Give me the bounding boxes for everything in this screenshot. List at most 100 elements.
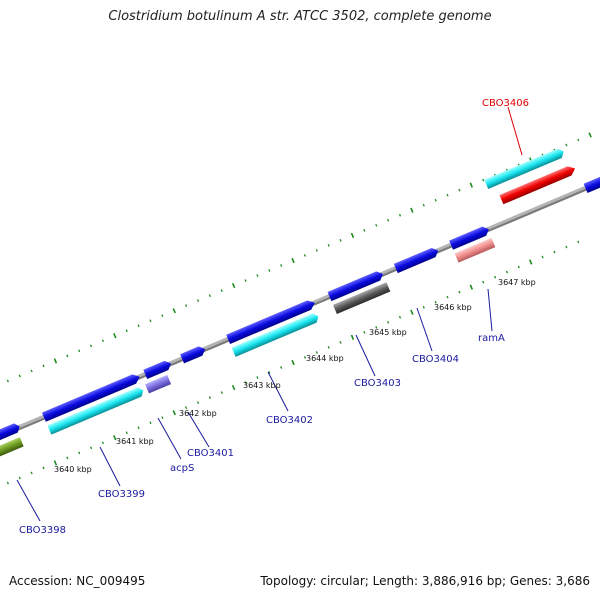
inner-tick-mark [18,476,21,480]
inner-tick-mark [577,240,580,244]
inner-tick-mark [482,280,485,284]
inner-tick-mark [363,330,366,334]
inner-tick-mark [101,441,105,445]
outer-tick-mark [231,282,236,289]
cds-pink-block[interactable] [454,237,496,263]
outer-tick-mark [220,289,223,292]
tick-label-3643: 3643 kbp [243,381,281,390]
inner-tick-mark [434,300,437,304]
gene-label-cbo3403[interactable]: CBO3403 [354,378,401,389]
outer-tick-mark [588,132,592,138]
cds-gray-block[interactable] [332,282,391,315]
outer-tick-mark [565,143,568,147]
cds-cbo3404-block[interactable] [393,246,440,274]
gene-label-cbo3401[interactable]: CBO3401 [187,448,234,459]
outer-tick-mark [398,213,402,217]
inner-tick-mark [53,460,58,466]
inner-tick-mark [387,320,390,324]
inner-tick-mark [78,451,81,455]
cds-cbo3406-block[interactable] [499,164,577,205]
gene-label-cbo3399[interactable]: CBO3399 [98,489,145,500]
tick-label-3647: 3647 kbp [498,278,536,287]
outer-tick-mark [89,344,93,348]
outer-tick-mark [446,193,449,197]
outer-tick-mark [458,188,461,192]
outer-tick-mark [6,379,9,383]
tick-label-3641: 3641 kbp [116,437,154,446]
outer-tick-mark [410,207,414,213]
outer-tick-mark [327,244,330,247]
outer-tick-mark [268,269,271,272]
inner-tick-mark [422,305,425,309]
tick-label-3645: 3645 kbp [369,328,407,337]
inner-tick-mark [6,481,9,485]
inner-tick-ring [6,240,580,485]
cds-right-edge-block[interactable] [583,170,600,193]
cds-cyan-block-1[interactable] [47,386,145,435]
cds-acps-block[interactable] [143,359,173,379]
inner-tick-mark [256,376,259,379]
inner-tick-mark [339,341,342,344]
gene-label-rama[interactable]: ramA [478,333,505,344]
cds-cbo3403-block[interactable] [327,269,385,302]
cds-purple-block[interactable] [145,374,172,394]
inner-tick-mark [231,384,236,391]
inner-tick-mark [113,435,117,441]
inner-tick-mark [280,366,283,369]
genome-summary-text: Topology: circular; Length: 3,886,916 bp… [260,574,590,588]
inner-tick-mark [327,346,330,349]
outer-tick-mark [208,294,211,297]
outer-tick-mark [482,178,485,182]
outer-tick-mark [113,333,117,339]
gene-label-cbo3398[interactable]: CBO3398 [19,525,66,536]
inner-tick-mark [469,284,474,290]
inner-tick-mark [66,456,69,460]
inner-tick-mark [185,406,188,410]
inner-tick-mark [553,250,556,254]
outer-tick-mark [196,299,200,302]
gene-label-cbo3402[interactable]: CBO3402 [266,415,313,426]
outer-tick-mark [42,364,45,368]
inner-tick-mark [244,381,247,384]
inner-tick-mark [375,325,378,329]
inner-tick-mark [446,295,449,299]
accession-text: Accession: NC_009495 [9,574,146,588]
outer-tick-mark [422,203,425,207]
tick-label-3646: 3646 kbp [434,303,472,312]
inner-tick-mark [137,426,140,430]
label-leader-lines [16,106,523,522]
cds-cbo3406-cyan-block[interactable] [484,147,565,189]
cds-cbo3402-block[interactable] [226,298,316,344]
outer-tick-mark [78,349,81,353]
inner-tick-mark [517,265,520,269]
outer-tick-mark [18,374,21,378]
cds-rama-block[interactable] [449,225,491,250]
gene-label-cbo3406[interactable]: CBO3406 [482,98,529,109]
outer-tick-mark [149,319,152,323]
inner-tick-mark [529,259,533,265]
tick-label-3644: 3644 kbp [306,354,344,363]
inner-tick-mark [398,315,402,319]
outer-tick-mark [350,232,355,238]
inner-tick-mark [268,371,271,374]
outer-tick-mark [280,264,283,267]
cds-cyan-block-2[interactable] [231,312,321,357]
outer-tick-mark [363,228,366,232]
inner-tick-mark [541,255,544,259]
outer-tick-mark [185,304,188,308]
outer-tick-mark [577,138,580,142]
cds-olive-block[interactable] [0,437,24,463]
outer-tick-mark [137,324,140,328]
inner-tick-mark [303,356,307,359]
gene-label-cbo3404[interactable]: CBO3404 [412,354,459,365]
cds-cbo3398-block[interactable] [0,422,22,448]
inner-tick-mark [494,275,497,279]
outer-tick-mark [303,254,307,257]
inner-tick-mark [172,410,176,416]
cds-cbo3399-block[interactable] [41,372,142,422]
cds-cbo3401-block[interactable] [180,344,207,364]
inner-tick-mark [125,431,128,435]
gene-label-acps[interactable]: acpS [170,463,194,474]
outer-tick-mark [469,182,474,188]
inner-tick-mark [208,396,211,399]
